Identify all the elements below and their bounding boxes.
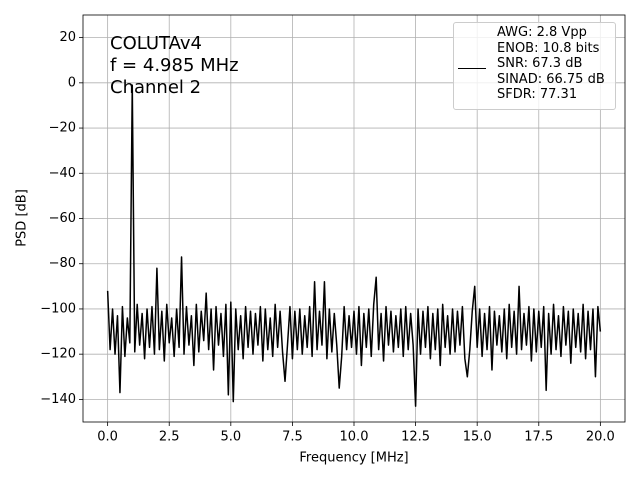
x-tick-label: 20.0 <box>586 430 615 445</box>
annotation: f = 4.985 MHz <box>110 55 239 76</box>
legend-label: AWG: 2.8 Vpp ENOB: 10.8 bits SNR: 67.3 d… <box>497 25 605 103</box>
x-tick-label: 5.0 <box>220 430 241 445</box>
x-tick-label: 12.5 <box>401 430 430 445</box>
y-axis-label: PSD [dB] <box>15 189 30 247</box>
plot-frame <box>82 14 626 423</box>
y-tick-label: −20 <box>49 121 76 136</box>
y-tick-label: −80 <box>49 256 76 271</box>
y-tick-label: −120 <box>40 347 76 362</box>
x-tick-label: 0.0 <box>97 430 118 445</box>
legend: AWG: 2.8 Vpp ENOB: 10.8 bits SNR: 67.3 d… <box>453 22 616 110</box>
x-tick-label: 10.0 <box>340 430 369 445</box>
y-tick-label: −140 <box>40 392 76 407</box>
x-tick-label: 15.0 <box>463 430 492 445</box>
x-tick-label: 2.5 <box>159 430 180 445</box>
annotation: COLUTAv4 <box>110 33 202 54</box>
y-tick-label: 0 <box>68 75 76 90</box>
x-tick-label: 7.5 <box>282 430 303 445</box>
psd-line <box>106 84 602 407</box>
y-tick-label: −60 <box>49 211 76 226</box>
x-axis-label: Frequency [MHz] <box>299 451 408 466</box>
annotation: Channel 2 <box>110 77 201 98</box>
x-tick-label: 17.5 <box>524 430 553 445</box>
legend-swatch <box>458 68 486 69</box>
y-tick-label: 20 <box>59 30 76 45</box>
y-tick-label: −40 <box>49 166 76 181</box>
y-tick-label: −100 <box>40 301 76 316</box>
